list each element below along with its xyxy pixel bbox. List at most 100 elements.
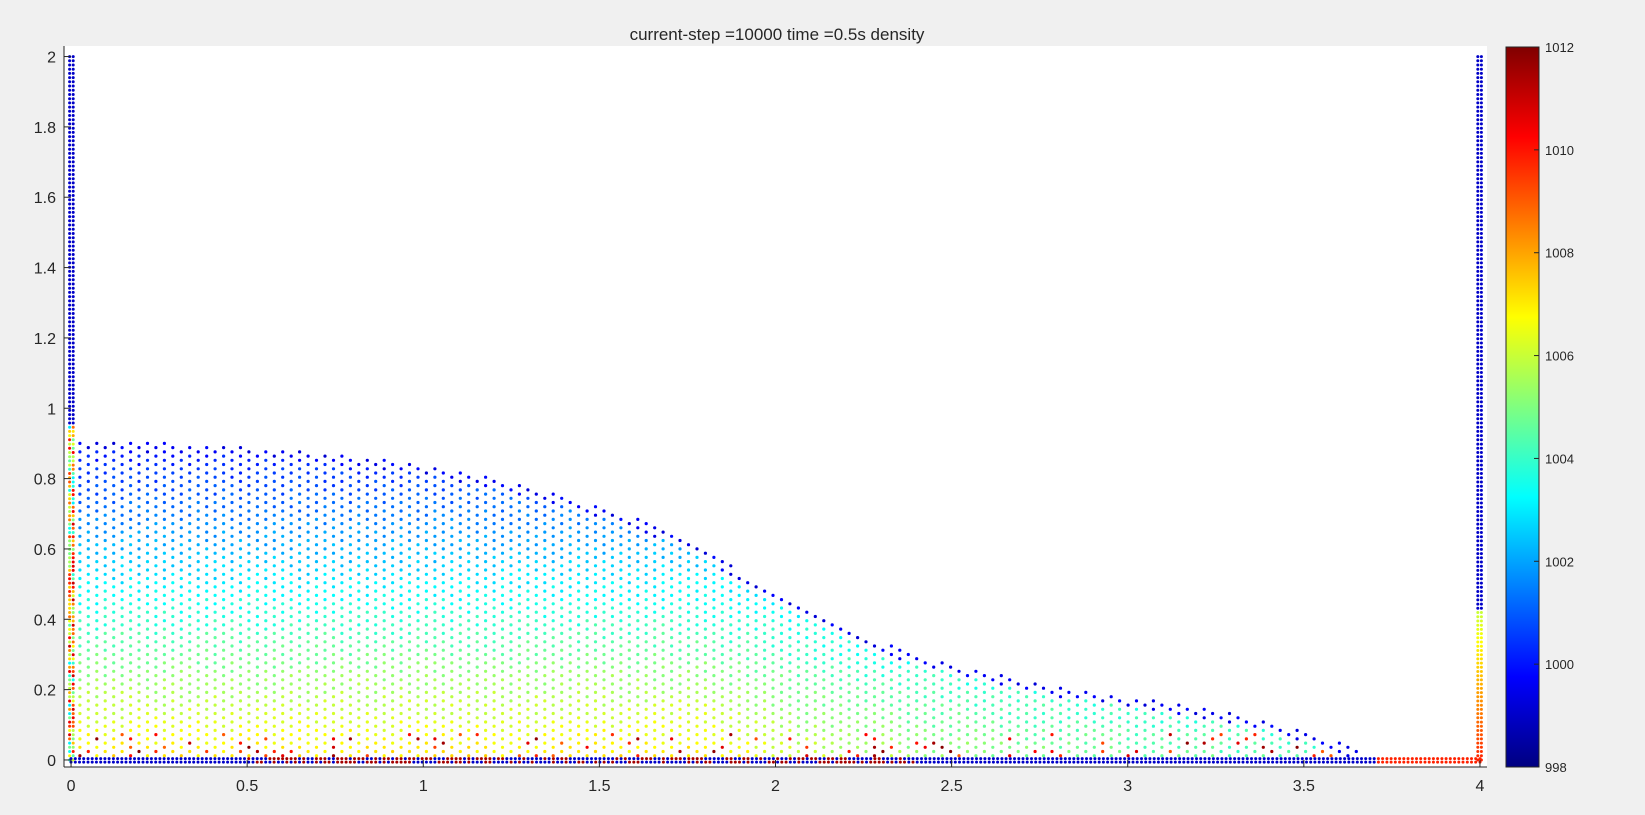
boundary-particle [68, 59, 72, 63]
fluid-particle [205, 538, 209, 543]
boundary-particle [1034, 760, 1038, 764]
fluid-particle [551, 745, 555, 749]
fluid-particle [196, 669, 200, 673]
boundary-particle [530, 760, 534, 764]
boundary-particle [1406, 757, 1410, 761]
fluid-particle [720, 652, 724, 657]
fluid-particle [255, 479, 259, 483]
fluid-particle [272, 623, 276, 627]
boundary-particle [1476, 375, 1480, 379]
fluid-particle [365, 610, 369, 614]
fluid-particle [458, 488, 462, 492]
fluid-particle [289, 598, 293, 602]
fluid-particle [171, 488, 175, 492]
fluid-particle [568, 610, 572, 614]
fluid-particle [577, 648, 581, 652]
boundary-particle [111, 760, 115, 764]
fluid-particle [788, 720, 792, 724]
boundary-particle [1330, 760, 1334, 764]
fluid-particle [188, 657, 192, 661]
fluid-particle [779, 606, 784, 610]
fluid-particle [670, 652, 674, 657]
fluid-particle [720, 636, 724, 640]
boundary-particle [145, 757, 149, 761]
fluid-particle [171, 657, 175, 661]
boundary-particle [1476, 215, 1480, 219]
boundary-particle [68, 417, 72, 421]
fluid-particle [534, 517, 538, 522]
fluid-particle [247, 695, 251, 699]
fluid-particle [441, 640, 445, 644]
fluid-particle [103, 564, 107, 568]
boundary-particle [1479, 623, 1483, 627]
fluid-particle [145, 534, 150, 538]
boundary-particle [1476, 67, 1480, 71]
fluid-particle [1236, 749, 1240, 754]
fluid-particle [1337, 741, 1341, 745]
fluid-particle [906, 720, 910, 724]
fluid-particle [593, 598, 598, 602]
fluid-particle [230, 602, 234, 606]
boundary-particle [1476, 741, 1480, 745]
boundary-particle [1415, 757, 1418, 761]
fluid-particle [534, 627, 538, 631]
fluid-particle [712, 648, 716, 652]
fluid-particle [543, 623, 547, 627]
fluid-particle [602, 568, 606, 572]
fluid-particle [306, 471, 310, 475]
fluid-particle [188, 454, 192, 458]
fluid-particle [441, 538, 445, 543]
fluid-particle [1202, 733, 1206, 737]
fluid-particle [222, 581, 226, 585]
fluid-particle [467, 475, 471, 479]
boundary-particle [68, 80, 72, 84]
fluid-particle [281, 500, 285, 505]
fluid-particle [484, 686, 488, 690]
boundary-particle [1479, 501, 1483, 505]
fluid-particle [1177, 711, 1181, 716]
fluid-particle [695, 716, 699, 720]
fluid-particle [543, 674, 547, 678]
boundary-particle [1148, 757, 1152, 761]
fluid-particle [644, 724, 648, 728]
fluid-particle [720, 686, 724, 690]
fluid-particle [407, 496, 412, 500]
fluid-particle [416, 585, 420, 589]
boundary-particle [1479, 590, 1483, 593]
fluid-particle [1050, 741, 1054, 745]
fluid-particle [255, 471, 259, 475]
fluid-particle [331, 703, 336, 707]
fluid-particle [982, 749, 987, 754]
boundary-particle [539, 757, 543, 761]
fluid-particle [145, 475, 150, 479]
fluid-particle [534, 526, 538, 530]
boundary-particle [1241, 757, 1245, 761]
fluid-particle [661, 741, 665, 745]
boundary-particle [1476, 598, 1480, 602]
fluid-particle [357, 572, 361, 576]
boundary-particle [1216, 760, 1220, 764]
fluid-particle [593, 674, 598, 678]
fluid-particle [416, 661, 420, 665]
boundary-particle [68, 143, 72, 147]
fluid-particle [399, 517, 403, 522]
fluid-particle [653, 652, 657, 657]
boundary-particle [1479, 573, 1483, 577]
fluid-particle [585, 720, 589, 724]
fluid-particle [340, 454, 344, 458]
fluid-particle [416, 593, 420, 598]
boundary-particle [71, 522, 75, 526]
fluid-particle [509, 496, 513, 500]
fluid-particle [813, 614, 817, 619]
boundary-particle [71, 147, 75, 151]
fluid-particle [120, 623, 124, 627]
fluid-particle [712, 665, 716, 669]
fluid-particle [467, 509, 471, 513]
fluid-particle [822, 636, 826, 640]
boundary-particle [302, 760, 306, 764]
fluid-particle [720, 669, 724, 673]
fluid-particle [788, 644, 792, 648]
fluid-particle [120, 555, 124, 560]
boundary-particle [71, 531, 75, 534]
fluid-particle [779, 733, 784, 737]
